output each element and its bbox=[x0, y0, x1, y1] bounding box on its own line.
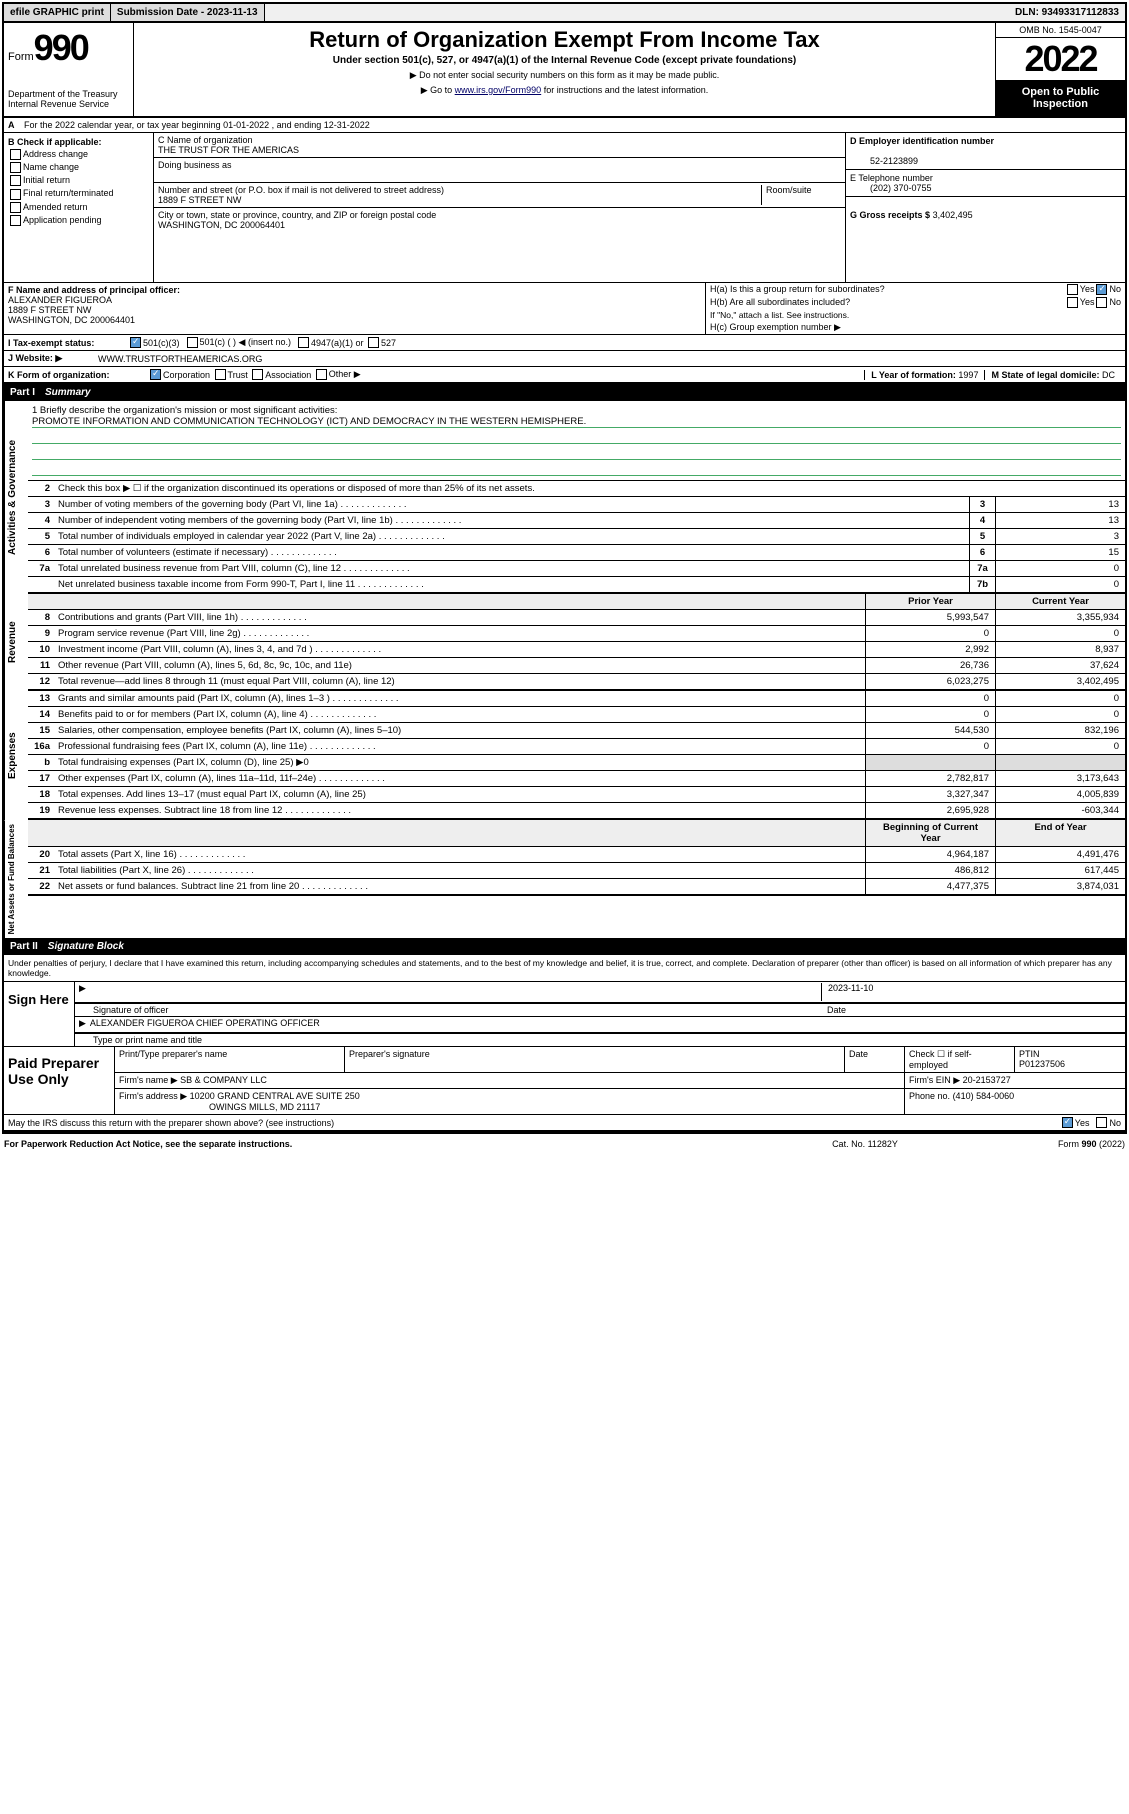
irs-link[interactable]: www.irs.gov/Form990 bbox=[455, 85, 542, 95]
sig-date: 2023-11-10 bbox=[821, 983, 1121, 1001]
hb-yes[interactable] bbox=[1067, 297, 1078, 308]
telephone: (202) 370-0755 bbox=[850, 183, 932, 193]
chk-501c3[interactable] bbox=[130, 337, 141, 348]
form-number: 990 bbox=[34, 27, 88, 69]
l3-val: 13 bbox=[995, 497, 1125, 512]
form-subtitle: Under section 501(c), 527, or 4947(a)(1)… bbox=[142, 55, 987, 66]
org-name: THE TRUST FOR THE AMERICAS bbox=[158, 145, 299, 155]
website-row: J Website: ▶ WWW.TRUSTFORTHEAMERICAS.ORG bbox=[4, 351, 1125, 367]
discuss-no[interactable] bbox=[1096, 1117, 1107, 1128]
form-word: Form bbox=[8, 51, 34, 63]
side-expenses: Expenses bbox=[4, 691, 28, 820]
org-city: WASHINGTON, DC 200064401 bbox=[158, 220, 285, 230]
open-inspection: Open to Public Inspection bbox=[996, 80, 1125, 116]
mission-block: 1 Briefly describe the organization's mi… bbox=[28, 401, 1125, 481]
period-line: A For the 2022 calendar year, or tax yea… bbox=[4, 118, 1125, 133]
side-governance: Activities & Governance bbox=[4, 401, 28, 594]
hb-no[interactable] bbox=[1096, 297, 1107, 308]
chk-pending[interactable]: Application pending bbox=[8, 215, 149, 226]
firm-addr1: 10200 GRAND CENTRAL AVE SUITE 250 bbox=[190, 1091, 360, 1101]
officer-title: ALEXANDER FIGUEROA CHIEF OPERATING OFFIC… bbox=[79, 1018, 1121, 1031]
discuss-row: May the IRS discuss this return with the… bbox=[4, 1115, 1125, 1132]
mission-text: PROMOTE INFORMATION AND COMMUNICATION TE… bbox=[32, 416, 1121, 428]
paid-preparer-block: Paid Preparer Use Only Print/Type prepar… bbox=[4, 1047, 1125, 1115]
dln: DLN: 93493317112833 bbox=[1009, 4, 1125, 21]
chk-name[interactable]: Name change bbox=[8, 162, 149, 173]
website-url: WWW.TRUSTFORTHEAMERICAS.ORG bbox=[98, 354, 262, 364]
officer-row: F Name and address of principal officer:… bbox=[4, 283, 1125, 335]
note-ssn: ▶ Do not enter social security numbers o… bbox=[142, 70, 987, 81]
sign-here-block: Sign Here 2023-11-10 Signature of office… bbox=[4, 982, 1125, 1047]
side-netassets: Net Assets or Fund Balances bbox=[4, 820, 28, 938]
ha-yes[interactable] bbox=[1067, 284, 1078, 295]
form-container: efile GRAPHIC print Submission Date - 20… bbox=[2, 2, 1127, 1134]
part2-header: Part II Signature Block bbox=[4, 938, 1125, 955]
dept-label: Department of the Treasury Internal Reve… bbox=[8, 89, 129, 109]
check-if-label: B Check if applicable: bbox=[8, 137, 149, 147]
gross-receipts: 3,402,495 bbox=[933, 210, 973, 220]
chk-amended[interactable]: Amended return bbox=[8, 202, 149, 213]
officer-name: ALEXANDER FIGUEROA bbox=[8, 295, 112, 305]
org-street: 1889 F STREET NW bbox=[158, 195, 241, 205]
note-link: ▶ Go to www.irs.gov/Form990 for instruct… bbox=[142, 85, 987, 96]
discuss-yes[interactable] bbox=[1062, 1117, 1073, 1128]
chk-initial[interactable]: Initial return bbox=[8, 175, 149, 186]
form-header: Form 990 Department of the Treasury Inte… bbox=[4, 23, 1125, 118]
k-row: K Form of organization: Corporation Trus… bbox=[4, 367, 1125, 384]
ein: 52-2123899 bbox=[850, 156, 918, 166]
ptin: P01237506 bbox=[1019, 1059, 1065, 1069]
chk-address[interactable]: Address change bbox=[8, 149, 149, 160]
efile-print-button[interactable]: efile GRAPHIC print bbox=[4, 4, 111, 21]
perjury-declaration: Under penalties of perjury, I declare th… bbox=[4, 955, 1125, 982]
firm-phone: (410) 584-0060 bbox=[953, 1091, 1015, 1101]
state-domicile: DC bbox=[1102, 370, 1115, 380]
year-formation: 1997 bbox=[958, 370, 978, 380]
tax-status-row: I Tax-exempt status: 501(c)(3) 501(c) ( … bbox=[4, 335, 1125, 351]
omb-number: OMB No. 1545-0047 bbox=[996, 23, 1125, 38]
firm-ein: 20-2153727 bbox=[963, 1075, 1011, 1085]
ha-no[interactable] bbox=[1096, 284, 1107, 295]
form-title: Return of Organization Exempt From Incom… bbox=[142, 27, 987, 53]
topbar: efile GRAPHIC print Submission Date - 20… bbox=[4, 4, 1125, 23]
page-footer: For Paperwork Reduction Act Notice, see … bbox=[0, 1136, 1129, 1152]
firm-name: SB & COMPANY LLC bbox=[180, 1075, 267, 1085]
tax-year: 2022 bbox=[996, 38, 1125, 80]
submission-date: Submission Date - 2023-11-13 bbox=[111, 4, 265, 21]
side-revenue: Revenue bbox=[4, 594, 28, 691]
part1-header: Part I Summary bbox=[4, 384, 1125, 401]
section-a: B Check if applicable: Address change Na… bbox=[4, 133, 1125, 283]
chk-final[interactable]: Final return/terminated bbox=[8, 188, 149, 199]
